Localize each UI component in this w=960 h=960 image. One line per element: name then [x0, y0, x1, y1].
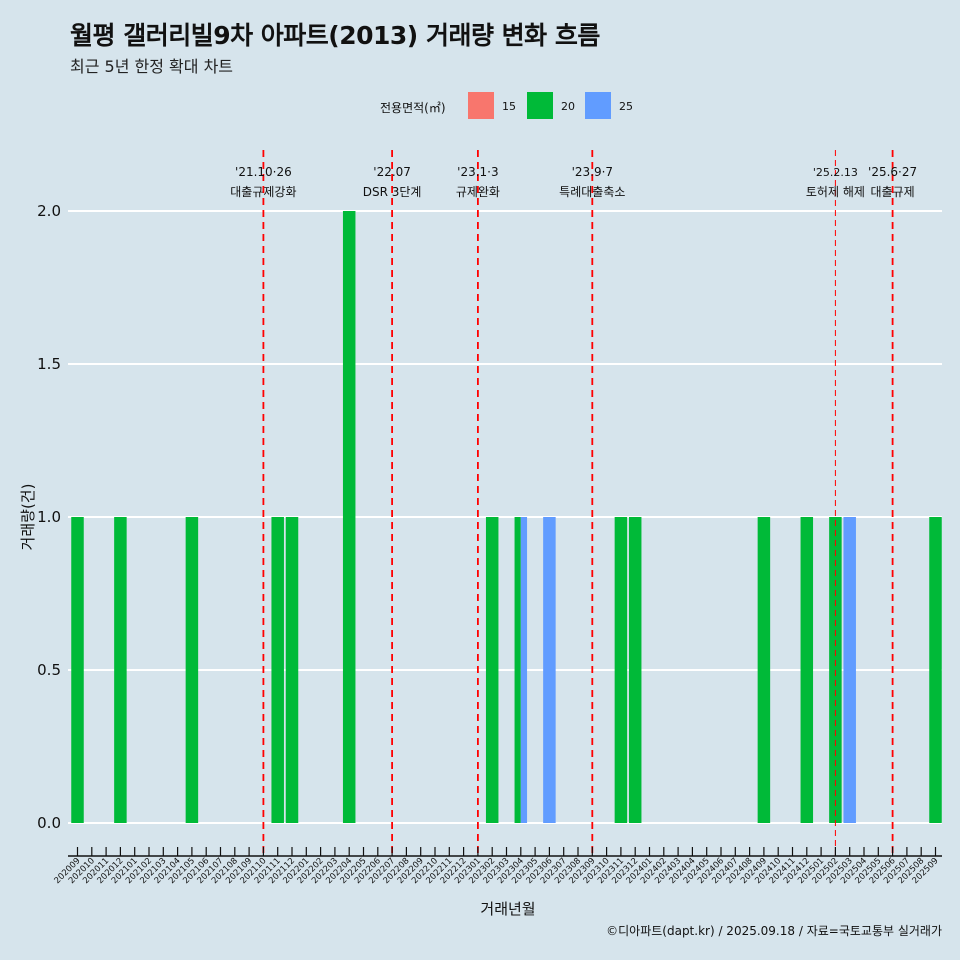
- legend-title: 전용면적(㎡): [380, 101, 446, 115]
- bar-20-202304: [514, 517, 521, 823]
- bar-20-202311: [614, 517, 628, 823]
- bar-20-202312: [628, 517, 642, 823]
- y-axis-title: 거래량(건): [19, 484, 37, 551]
- source-caption: ©디아파트(dapt.kr) / 2025.09.18 / 자료=국토교통부 실…: [606, 924, 942, 938]
- y-tick-label: 0.0: [37, 814, 61, 832]
- legend-key-20: [527, 92, 553, 119]
- legend: 전용면적(㎡) 15 20 25: [0, 92, 960, 122]
- event-date-label: '25.6·27: [868, 165, 917, 179]
- bar-20-202412: [800, 517, 814, 823]
- bar-20-202105: [185, 517, 199, 823]
- bar-20-202302: [485, 517, 499, 823]
- event-date-label: '23.1·3: [457, 165, 498, 179]
- y-tick-label: 1.0: [37, 508, 61, 526]
- event-date-label: '23.9·7: [572, 165, 613, 179]
- bar-20-202204: [342, 211, 356, 823]
- bar-20-202509: [929, 517, 942, 823]
- event-name-label: DSR 3단계: [363, 185, 422, 199]
- x-axis-title: 거래년월: [480, 900, 535, 918]
- event-name-label: 대출규제: [871, 185, 915, 199]
- bar-20-202012: [114, 517, 127, 823]
- bar-20-202112: [285, 517, 299, 823]
- y-tick-label: 2.0: [37, 202, 61, 220]
- legend-label-25: 25: [619, 100, 633, 113]
- event-date-label: '21.10·26: [235, 165, 292, 179]
- event-name-label: 대출규제강화: [230, 185, 296, 199]
- legend-label-15: 15: [502, 100, 516, 113]
- bar-20-202009: [71, 517, 84, 823]
- event-date-label: '22.07: [373, 165, 411, 179]
- legend-key-15: [468, 92, 494, 119]
- event-name-label: 규제완화: [456, 185, 500, 199]
- chart-title: 월평 갤러리빌9차 아파트(2013) 거래량 변화 흐름: [70, 21, 600, 50]
- y-tick-label: 0.5: [37, 661, 61, 679]
- bar-20-202409: [757, 517, 771, 823]
- chart-subtitle: 최근 5년 한정 확대 차트: [70, 57, 234, 76]
- y-tick-label: 1.5: [37, 355, 61, 373]
- event-name-label: 특례대출축소: [559, 185, 625, 199]
- legend-key-25: [585, 92, 611, 119]
- bar-25-202306: [543, 517, 556, 823]
- bar-25-202503: [843, 517, 856, 823]
- bar-20-202111: [271, 517, 284, 823]
- bar-25-202304: [520, 517, 528, 823]
- event-name-label: 토허제 해제: [806, 185, 865, 199]
- legend-label-20: 20: [561, 100, 575, 113]
- event-date-label: '25.2.13: [813, 166, 858, 179]
